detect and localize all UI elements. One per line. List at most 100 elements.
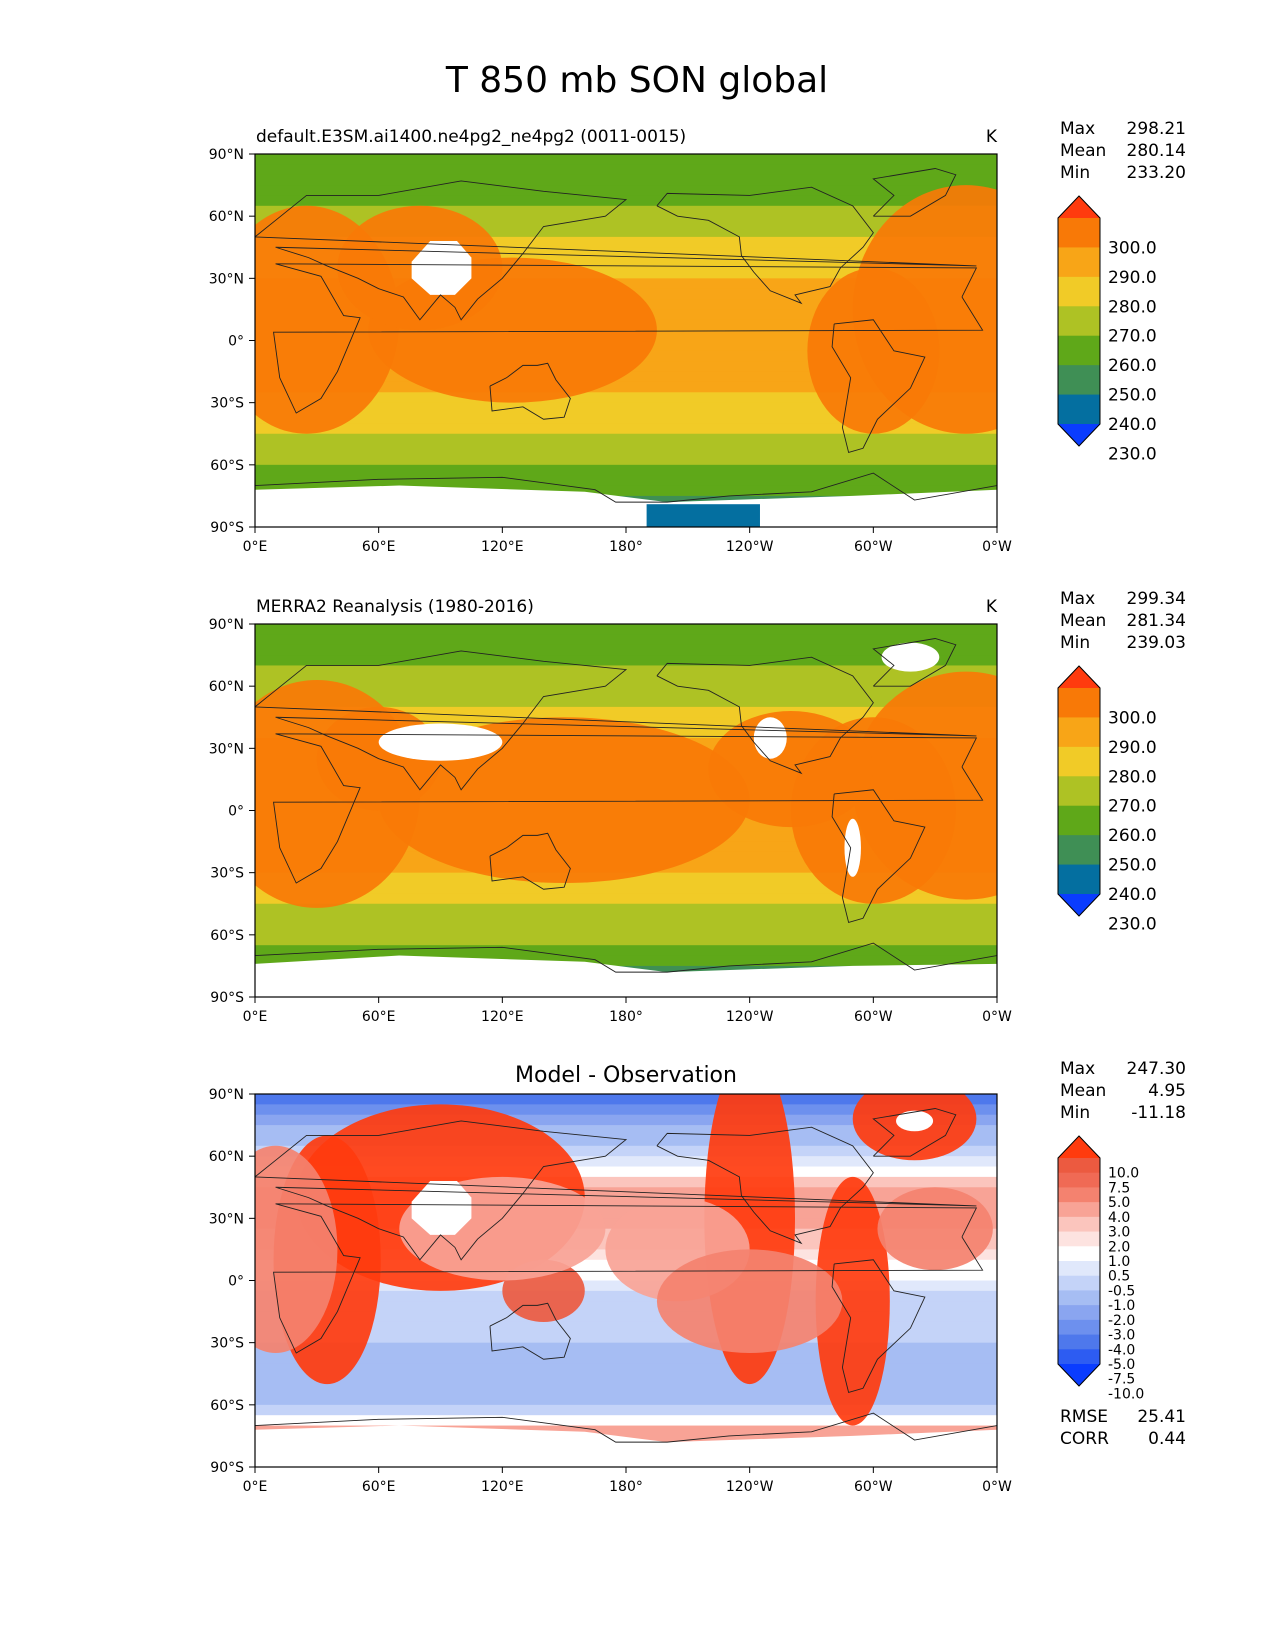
panel-obs: 90°N 60°N 30°N 0° 30°S 60°S 90°S 0°E 60°E 120°E 18… [209,589,1186,1025]
colorbar-label: 4.0 [1108,1210,1130,1226]
colorbar-label: 250.0 [1108,856,1157,876]
cell-band [255,485,997,497]
cell-band [255,267,997,279]
stat-label: Min [1060,1103,1090,1123]
colorbar-label: -0.5 [1108,1283,1135,1299]
cell-band [255,1197,997,1209]
stat-value: 299.34 [1127,589,1186,609]
cell-band [255,893,997,905]
lat-tick-label: 30°S [210,1336,244,1352]
cell-band [255,1176,997,1188]
colorbar-outline [1057,665,1101,917]
colorbar-label: 240.0 [1108,415,1157,435]
stat-value: 4.95 [1148,1081,1186,1101]
colorbar-label: 280.0 [1108,297,1157,317]
stat-label: Min [1060,163,1090,183]
cell-band [255,371,997,383]
colorbar-bottom-arrow [1058,894,1100,916]
cell-band [255,1156,997,1168]
colorbar-top-arrow [1058,196,1100,218]
cell-band [255,164,997,176]
lat-tick-label: 0° [228,334,244,350]
stat-value: 239.03 [1127,633,1186,653]
cell-band [255,1187,997,1199]
extra-stat-label: CORR [1060,1429,1109,1449]
cell-band [255,1280,997,1292]
colorbar-segment [1058,835,1100,866]
colorbar-segment [1058,1172,1100,1188]
lon-tick-label: 120°W [726,539,774,555]
colorbar-label: -10.0 [1108,1386,1144,1402]
cell-band [255,903,997,915]
missing-data-tibet [378,723,503,761]
stat-label: Max [1060,1059,1095,1079]
colorbar-label: -5.0 [1108,1357,1135,1373]
cell-band [255,154,997,165]
antarctica-mask [255,955,997,997]
cell-band [255,174,997,186]
colorbar-top-arrow [1058,666,1100,688]
cell-band [255,1145,997,1157]
coastline [255,1120,977,1261]
cell-band [255,475,997,487]
cell-band [255,945,997,957]
stat-value: 281.34 [1127,611,1186,631]
cell-band [255,634,997,646]
cell-band [255,381,997,393]
coastline [831,319,926,453]
colorbar-label: 270.0 [1108,797,1157,817]
lat-tick-label: 30°N [209,1211,244,1227]
colorbar-label: 10.0 [1108,1166,1139,1182]
cell-band [255,1321,997,1333]
colorbar-segment [1058,1349,1100,1365]
cell-band [255,216,997,228]
cell-band [255,1301,997,1313]
cell-band [255,1135,997,1147]
lon-tick-label: 120°E [481,1009,524,1025]
colorbar-segment [1058,864,1100,895]
colorbar-label: 3.0 [1108,1225,1130,1241]
cell-band [255,257,997,269]
coastline [656,1126,874,1245]
antarctica-mask [255,485,997,527]
cell-band [255,236,997,248]
colorbar-label: 270.0 [1108,327,1157,347]
lon-tick-label: 120°W [726,1479,774,1495]
stat-value: 298.21 [1127,119,1186,139]
missing-data-tibet [411,241,472,295]
lat-tick-label: 60°S [210,928,244,944]
anomaly-region [807,267,940,434]
panel-diff: 90°N 60°N 30°N 0° 30°S 60°S 90°S 0°E 60°E 120°E 18… [209,1059,1186,1495]
cell-band [255,655,997,667]
colorbar-label: 230.0 [1108,914,1157,934]
cell-band [255,454,997,466]
stat-label: Max [1060,119,1095,139]
colorbar-segment [1058,1334,1100,1350]
lon-tick-label: 180° [609,1479,643,1495]
stat-label: Min [1060,633,1090,653]
colorbar-label: 0.5 [1108,1269,1130,1285]
cell-band [255,423,997,435]
extra-stat-label: RMSE [1060,1407,1108,1427]
colorbar-segment [1058,335,1100,366]
cell-band [255,185,997,197]
stat-value: -11.18 [1131,1103,1186,1123]
lon-tick-label: 60°W [854,1009,893,1025]
coastline [255,942,997,973]
colorbar-label: 290.0 [1108,268,1157,288]
cell-band [255,1311,997,1323]
coastline [872,1108,957,1157]
colorbar-segment [1058,218,1100,248]
lat-tick-label: 30°N [209,741,244,757]
colorbar-segment [1058,805,1100,836]
cell-band [255,433,997,445]
cell-band [255,955,997,967]
cell-band [255,1104,997,1116]
cell-band [255,1094,997,1105]
coastline [255,472,997,503]
cell-band [255,675,997,687]
lat-tick-label: 30°S [210,866,244,882]
map-diff [255,1094,997,1467]
coastline [273,733,984,884]
